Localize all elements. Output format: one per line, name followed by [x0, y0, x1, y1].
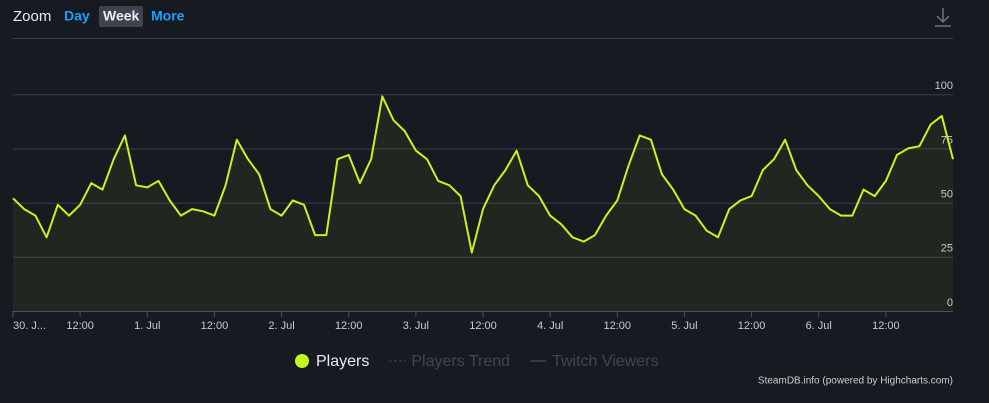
zoom-label: Zoom — [13, 8, 51, 25]
y-tick-label: 50 — [941, 189, 953, 201]
legend-item[interactable]: Players — [316, 353, 369, 370]
y-tick-label: 75 — [941, 134, 953, 146]
series-area — [13, 96, 953, 312]
zoom-button[interactable]: More — [151, 8, 185, 24]
legend-marker — [295, 354, 309, 368]
zoom-button[interactable]: Week — [103, 8, 140, 24]
x-tick-label: 12:00 — [335, 320, 363, 332]
x-tick-label: 12:00 — [469, 320, 497, 332]
x-tick-label: 4. Jul — [537, 320, 563, 332]
x-tick-label: 12:00 — [738, 320, 766, 332]
zoom-button[interactable]: Day — [64, 8, 90, 24]
download-icon[interactable] — [935, 8, 951, 27]
legend-item[interactable]: Twitch Viewers — [552, 353, 658, 370]
x-tick-label: 6. Jul — [806, 320, 832, 332]
download-glyph — [935, 8, 951, 27]
x-tick-label: 30. J... — [13, 320, 46, 332]
x-tick-label: 12:00 — [872, 320, 900, 332]
x-tick-label: 12:00 — [201, 320, 229, 332]
zoom-button-bg — [99, 6, 143, 27]
legend-item[interactable]: Players Trend — [411, 353, 510, 370]
x-tick-label: 1. Jul — [134, 320, 160, 332]
x-tick-label: 12:00 — [66, 320, 94, 332]
y-tick-label: 25 — [941, 243, 953, 255]
series-line — [12, 95, 954, 254]
x-tick-label: 5. Jul — [671, 320, 697, 332]
x-tick-label: 3. Jul — [403, 320, 429, 332]
y-tick-label: 0 — [947, 297, 953, 309]
y-tick-label: 100 — [935, 80, 953, 92]
zoom-buttons: Day Week More — [64, 6, 185, 27]
credits[interactable]: SteamDB.info (powered by Highcharts.com) — [758, 376, 953, 387]
x-tick-label: 2. Jul — [268, 320, 294, 332]
x-tick-label: 12:00 — [604, 320, 632, 332]
legend: Players Players Trend Twitch Viewers — [295, 353, 658, 370]
